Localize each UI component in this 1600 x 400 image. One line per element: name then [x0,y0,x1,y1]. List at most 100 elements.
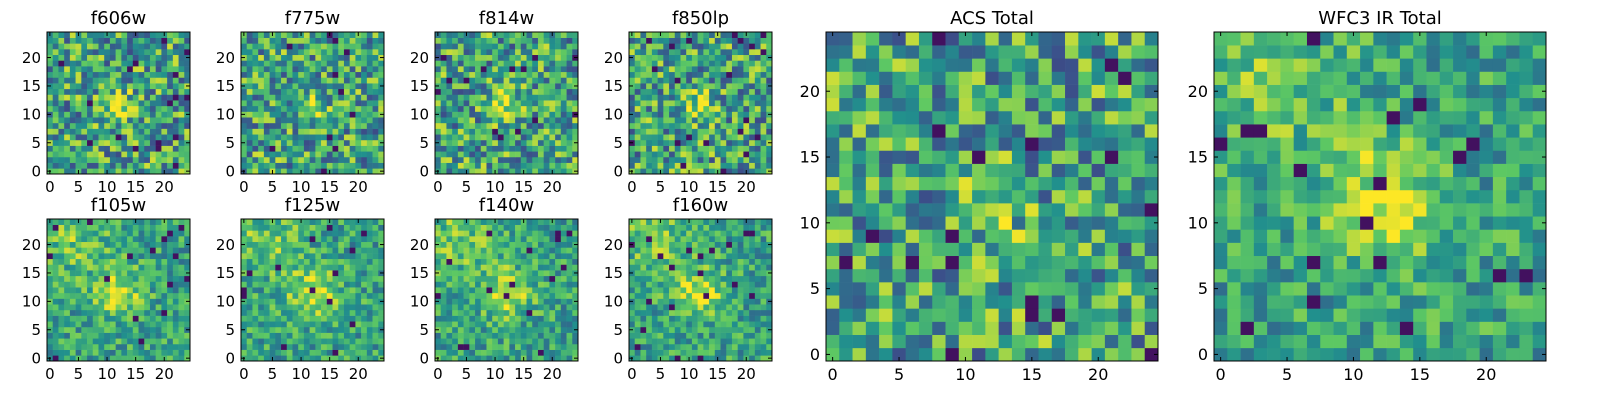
heatmap-cell [87,32,94,38]
heatmap-cell [657,343,664,350]
heatmap-cell [246,49,253,56]
heatmap-cell [469,349,476,356]
heatmap-cell [709,105,716,112]
heatmap-cell [566,43,573,50]
heatmap-cell [452,49,459,56]
heatmap-cell [640,156,647,163]
heatmap-cell [492,338,499,345]
heatmap-cell [446,37,453,44]
heatmap-cell [543,32,550,38]
heatmap-cell [457,304,464,311]
heatmap-cell [457,241,464,248]
heatmap-cell [286,298,293,305]
heatmap-cell [720,60,727,67]
heatmap-cell [115,315,122,322]
heatmap-cell [555,117,562,124]
heatmap-cell [372,83,379,90]
heatmap-cell [115,156,122,163]
heatmap-cell [149,156,156,163]
heatmap-cell [241,224,248,231]
heatmap-cell [634,71,641,78]
heatmap-cell [269,100,276,107]
heatmap-cell [440,145,447,152]
heatmap-cell [543,298,550,305]
heatmap-cell [378,332,385,339]
heatmap-cell [446,139,453,146]
heatmap-cell [366,145,373,152]
heatmap-cell [515,54,522,61]
heatmap-cell [47,321,54,328]
heatmap-cell [75,253,82,260]
heatmap-cell [526,134,533,141]
heatmap-cell [349,156,356,163]
heatmap-cell [629,134,636,141]
heatmap-cell [252,43,259,50]
heatmap-cell [52,343,59,350]
heatmap-cell [275,117,282,124]
heatmap-cell [749,66,756,73]
heatmap-cell [378,321,385,328]
heatmap-cell [167,162,174,169]
heatmap-cell [172,66,179,73]
heatmap-cell [560,145,567,152]
heatmap-cell [532,134,539,141]
heatmap-cell [555,151,562,158]
heatmap-cell [492,43,499,50]
heatmap-cell [349,128,356,135]
heatmap-cell [543,162,550,169]
heatmap-cell [241,156,248,163]
heatmap-cell [332,281,339,288]
heatmap-cell [566,270,573,277]
heatmap-cell [184,332,191,339]
heatmap-cell [549,162,556,169]
heatmap-cell [475,287,482,294]
heatmap-cell [184,224,191,231]
heatmap-cell [47,49,54,56]
heatmap-cell [760,349,767,356]
heatmap-cell [469,139,476,146]
heatmap-cell [338,100,345,107]
heatmap-cell [560,100,567,107]
heatmap-cell [634,355,641,362]
heatmap-cell [115,332,122,339]
heatmap-cell [526,224,533,231]
heatmap-cell [720,111,727,118]
heatmap-cell [109,236,116,243]
heatmap-cell [75,111,82,118]
heatmap-cell [651,43,658,50]
heatmap-cell [532,355,539,362]
heatmap-cell [286,66,293,73]
heatmap-cell [480,304,487,311]
heatmap-cell [766,117,773,124]
heatmap-cell [343,71,350,78]
heatmap-cell [326,326,333,333]
heatmap-cell [509,241,516,248]
heatmap-cell [669,162,676,169]
heatmap-cell [178,145,185,152]
heatmap-cell [81,168,88,175]
heatmap-cell [258,71,265,78]
heatmap-cell [475,37,482,44]
heatmap-cell [703,287,710,294]
heatmap-cell [378,77,385,84]
heatmap-cell [497,128,504,135]
heatmap-cell [680,105,687,112]
heatmap-cell [87,156,94,163]
heatmap-cell [115,270,122,277]
heatmap-cell [372,236,379,243]
heatmap-cell [167,230,174,237]
heatmap-cell [549,134,556,141]
heatmap-cell [743,304,750,311]
heatmap-cell [572,224,579,231]
heatmap-cell [161,83,168,90]
heatmap-cell [343,304,350,311]
heatmap-cell [457,247,464,254]
heatmap-cell [326,54,333,61]
heatmap-cell [640,145,647,152]
heatmap-cell [92,122,99,129]
heatmap-cell [127,134,134,141]
heatmap-cell [480,111,487,118]
heatmap-cell [475,270,482,277]
heatmap-cell [463,338,470,345]
heatmap-cell [754,151,761,158]
